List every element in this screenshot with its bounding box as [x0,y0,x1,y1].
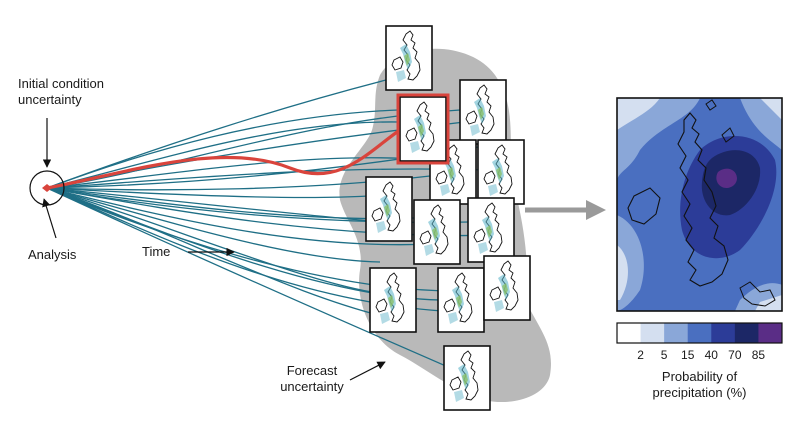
ensemble-member-maps [365,25,531,411]
ensemble-map [385,25,433,91]
legend-tick-label: 5 [660,348,668,362]
ensemble-map [437,267,485,333]
legend-tick-label: 2 [637,348,644,362]
time-label: Time [142,244,171,259]
analysis-map-highlight [396,93,450,165]
initial-condition-label-line2: uncertainty [18,92,82,107]
legend-tick-label: 85 [751,348,766,362]
initial-condition-label: Initial condition uncertainty [18,76,104,108]
legend-tick-label: 15 [681,348,695,362]
ensemble-map [413,199,461,265]
forecast-uncertainty-label-line1: Forecast [286,363,338,378]
ensemble-map [467,197,515,263]
ensemble-map [365,176,413,242]
probability-color-legend [616,322,783,344]
probability-map [616,97,783,312]
ensemble-map [443,345,491,411]
analysis-point [42,184,52,192]
legend-tick-label: 40 [704,348,718,362]
probability-label-line2: precipitation (%) [652,385,747,400]
legend-color-swatch [664,323,689,343]
ensemble-map [483,255,531,321]
analysis-trajectory [46,128,401,190]
ensemble-map [459,79,507,145]
initial-condition-label-line1: Initial condition [18,76,104,91]
forecast-uncertainty-label: Forecast uncertainty [272,363,352,395]
legend-color-swatch [758,323,783,343]
forecast-uncertainty-arrow [349,361,386,381]
ensemble-map [477,139,525,205]
legend-color-swatch [617,323,642,343]
legend-color-swatch [640,323,665,343]
probability-label-line1: Probability of [661,369,738,384]
analysis-label: Analysis [28,247,77,262]
legend-tick-label: 70 [728,348,742,362]
probability-label: Probability of precipitation (%) [617,369,782,401]
ensemble-map [369,267,417,333]
forecast-uncertainty-label-line2: uncertainty [280,379,344,394]
legend-border [616,322,783,344]
analysis-arrow [42,198,57,239]
legend-color-swatch [687,323,712,343]
legend-color-swatch [711,323,736,343]
legend-color-swatch [734,323,759,343]
